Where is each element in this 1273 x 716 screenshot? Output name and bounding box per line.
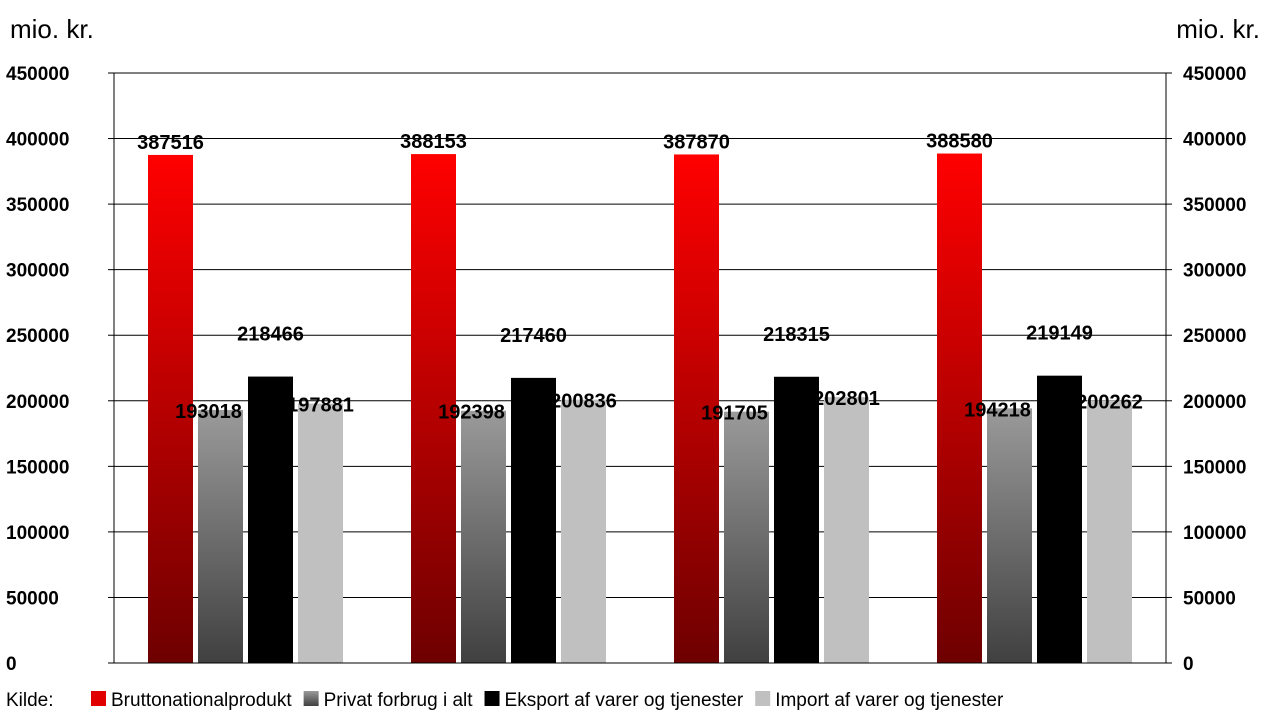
bar [461,410,506,663]
bar [1087,400,1132,663]
y-tick-label-left: 50000 [6,588,59,609]
data-label: 202801 [813,388,880,410]
y-tick-label-left: 200000 [6,392,69,413]
y-tick-label-left: 0 [6,654,17,675]
bar [248,376,293,663]
data-label: 387870 [663,131,730,153]
y-tick-label-right: 350000 [1183,195,1246,216]
bar [561,399,606,663]
bar [937,153,982,663]
bar [774,376,819,663]
legend-entry: Bruttonationalprodukt [111,690,292,711]
data-label: 197881 [287,395,354,417]
y-tick-label-left: 450000 [6,64,69,85]
bar [148,154,193,663]
bar [674,154,719,663]
bars [148,153,1132,663]
bar [298,403,343,663]
left-axis-unit: mio. kr. [10,14,94,44]
data-labels: 387516 193018 218466 197881 388153 192398 2174… [137,131,1143,425]
axes: 0 0 50000 50000 100000 100000 150000 150000 2000… [6,64,1246,675]
y-tick-label-right: 200000 [1183,392,1246,413]
data-label: 218315 [763,324,830,346]
y-tick-label-left: 100000 [6,523,69,544]
legend: Bruttonationalprodukt Privat forbrug i al… [91,690,1004,711]
y-tick-label-left: 300000 [6,261,69,282]
y-tick-label-left: 350000 [6,195,69,216]
legend-swatch [755,691,771,706]
y-tick-label-left: 250000 [6,326,69,347]
bar [511,377,556,663]
data-label: 217460 [500,325,567,347]
y-tick-label-left: 400000 [6,130,69,151]
y-tick-label-right: 50000 [1183,588,1236,609]
data-label: 192398 [438,402,505,424]
y-tick-label-right: 0 [1183,654,1194,675]
data-label: 191705 [701,403,768,425]
legend-swatch [91,691,106,706]
source-label: Kilde: [6,690,54,711]
y-tick-label-right: 100000 [1183,523,1246,544]
data-label: 219149 [1026,323,1093,345]
legend-entry: Privat forbrug i alt [324,690,474,711]
y-tick-label-right: 450000 [1183,64,1246,85]
data-label: 218466 [237,324,304,346]
bar [411,154,456,663]
bar [824,397,869,663]
legend-swatch [484,691,500,706]
right-axis-unit: mio. kr. [1176,14,1260,44]
data-label: 387516 [137,132,204,154]
y-tick-label-left: 150000 [6,457,69,478]
data-label: 193018 [175,401,242,423]
legend-swatch [303,691,319,706]
data-label: 388153 [400,131,467,153]
y-tick-label-right: 300000 [1183,261,1246,282]
bar [1037,375,1082,663]
bar [198,409,243,663]
y-tick-label-right: 250000 [1183,326,1246,347]
data-label: 200262 [1076,391,1143,413]
bar [987,408,1032,663]
data-label: 200836 [550,391,617,413]
data-label: 388580 [926,131,993,153]
bar [724,411,769,663]
legend-entry: Eksport af varer og tjenester [505,690,744,711]
y-tick-label-right: 150000 [1183,457,1246,478]
legend-entry: Import af varer og tjenester [775,690,1004,711]
data-label: 194218 [964,399,1031,421]
y-tick-label-right: 400000 [1183,130,1246,151]
